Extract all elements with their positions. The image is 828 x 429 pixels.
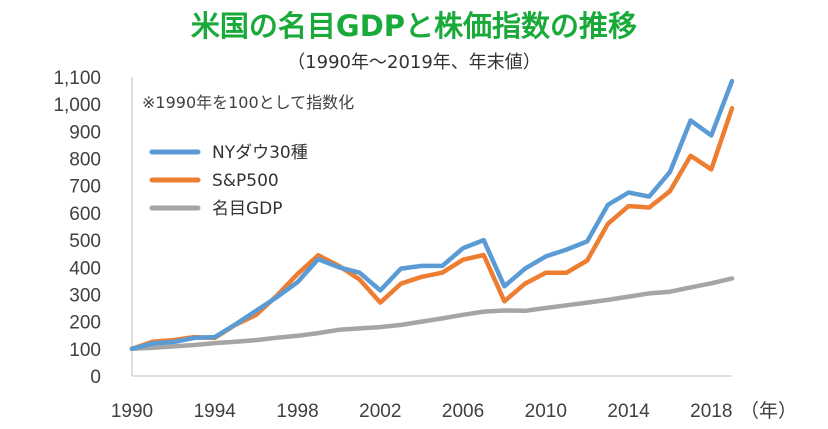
legend-label: S&P500 (212, 171, 279, 191)
chart-annotation: ※1990年を100として指数化 (142, 93, 354, 112)
series-lines (129, 78, 735, 352)
chart-subtitle: （1990年〜2019年、年末値） (287, 52, 541, 73)
legend-label: 名目GDP (212, 199, 283, 219)
y-tick-label: 200 (69, 313, 101, 334)
y-tick-label: 1,100 (53, 68, 101, 89)
y-tick-label: 300 (69, 285, 101, 306)
y-tick-label: 100 (69, 340, 101, 361)
y-tick-label: 400 (69, 258, 101, 279)
legend-label: NYダウ30種 (212, 143, 308, 163)
x-tick-label: 2018 (690, 401, 732, 422)
series-line (129, 78, 735, 352)
x-tick-label: 2002 (359, 401, 401, 422)
y-tick-label: 800 (69, 150, 101, 171)
series-line (129, 276, 735, 352)
x-tick-label: 1990 (111, 401, 153, 422)
y-tick-label: 600 (69, 204, 101, 225)
legend: NYダウ30種 S&P500 名目GDP (149, 143, 308, 219)
x-tick-label: 2014 (607, 401, 650, 422)
x-tick-label: 1994 (194, 401, 237, 422)
y-axis-ticks: 0 100 200 300 400 500 600 700 800 900 1,000 1,100 (53, 68, 101, 388)
x-axis-unit-label: （年） (740, 400, 797, 422)
x-tick-label: 2006 (442, 401, 484, 422)
y-tick-label: 1,000 (53, 95, 101, 116)
axes (131, 77, 732, 377)
y-tick-label: 900 (69, 122, 101, 143)
chart-title: 米国の名目GDPと株価指数の推移 (191, 9, 637, 43)
y-tick-label: 700 (69, 177, 101, 198)
x-axis-ticks: 1990 1994 1998 2002 2006 2010 2014 2018 (111, 401, 733, 422)
y-tick-label: 0 (90, 367, 101, 388)
x-tick-label: 1998 (276, 401, 318, 422)
x-tick-label: 2010 (525, 401, 567, 422)
y-tick-label: 500 (69, 231, 101, 252)
